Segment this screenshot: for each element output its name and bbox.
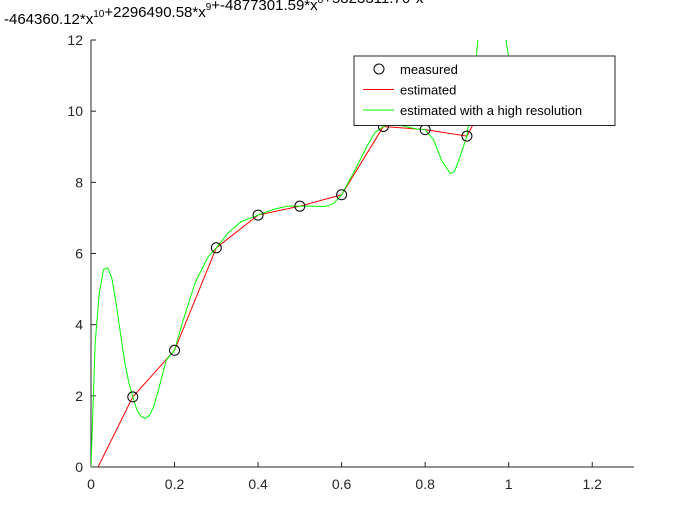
x-tick-label: 0.2: [165, 476, 185, 492]
x-tick-label: 0.6: [332, 476, 352, 492]
measured-point: [169, 344, 181, 356]
y-tick-label: 10: [67, 103, 83, 119]
measured-point: [252, 209, 264, 221]
measured-point: [210, 242, 222, 254]
title-exponent: 10: [93, 9, 105, 20]
chart-title: -464360.12*x10+2296490.58*x9+-4877301.59…: [4, 0, 600, 28]
y-tick-label: 2: [75, 388, 83, 404]
measured-point: [294, 200, 306, 212]
measured-point: [127, 391, 139, 403]
x-tick-label: 0.4: [248, 476, 268, 492]
plot-area: [91, 40, 510, 467]
data-line: [91, 40, 510, 467]
x-tick-label: 0.8: [415, 476, 435, 492]
y-tick-label: 0: [75, 459, 83, 475]
y-tick-label: 8: [75, 174, 83, 190]
title-part: +-4877301.59*x: [211, 0, 318, 14]
title-exponent: 8: [318, 0, 324, 6]
y-tick-label: 12: [67, 32, 83, 48]
legend-label: estimated: [400, 83, 456, 98]
legend-box: [353, 55, 616, 126]
legend-label: measured: [400, 62, 458, 77]
y-tick-label: 4: [75, 317, 83, 333]
title-part: -464360.12*x: [4, 11, 94, 28]
title-exponent: 9: [206, 2, 212, 13]
x-tick-label: 1: [505, 476, 513, 492]
x-tick-label: 1.2: [582, 476, 602, 492]
x-tick-label: 0: [87, 476, 95, 492]
legend-marker: [373, 63, 385, 75]
y-tick-label: 6: [75, 246, 83, 262]
measured-point: [336, 189, 348, 201]
legend-label: estimated with a high resolution: [400, 103, 582, 118]
title-part: +2296490.58*x: [104, 4, 206, 21]
title-part: +5823311.76*x: [323, 0, 424, 7]
measured-point: [461, 130, 473, 142]
